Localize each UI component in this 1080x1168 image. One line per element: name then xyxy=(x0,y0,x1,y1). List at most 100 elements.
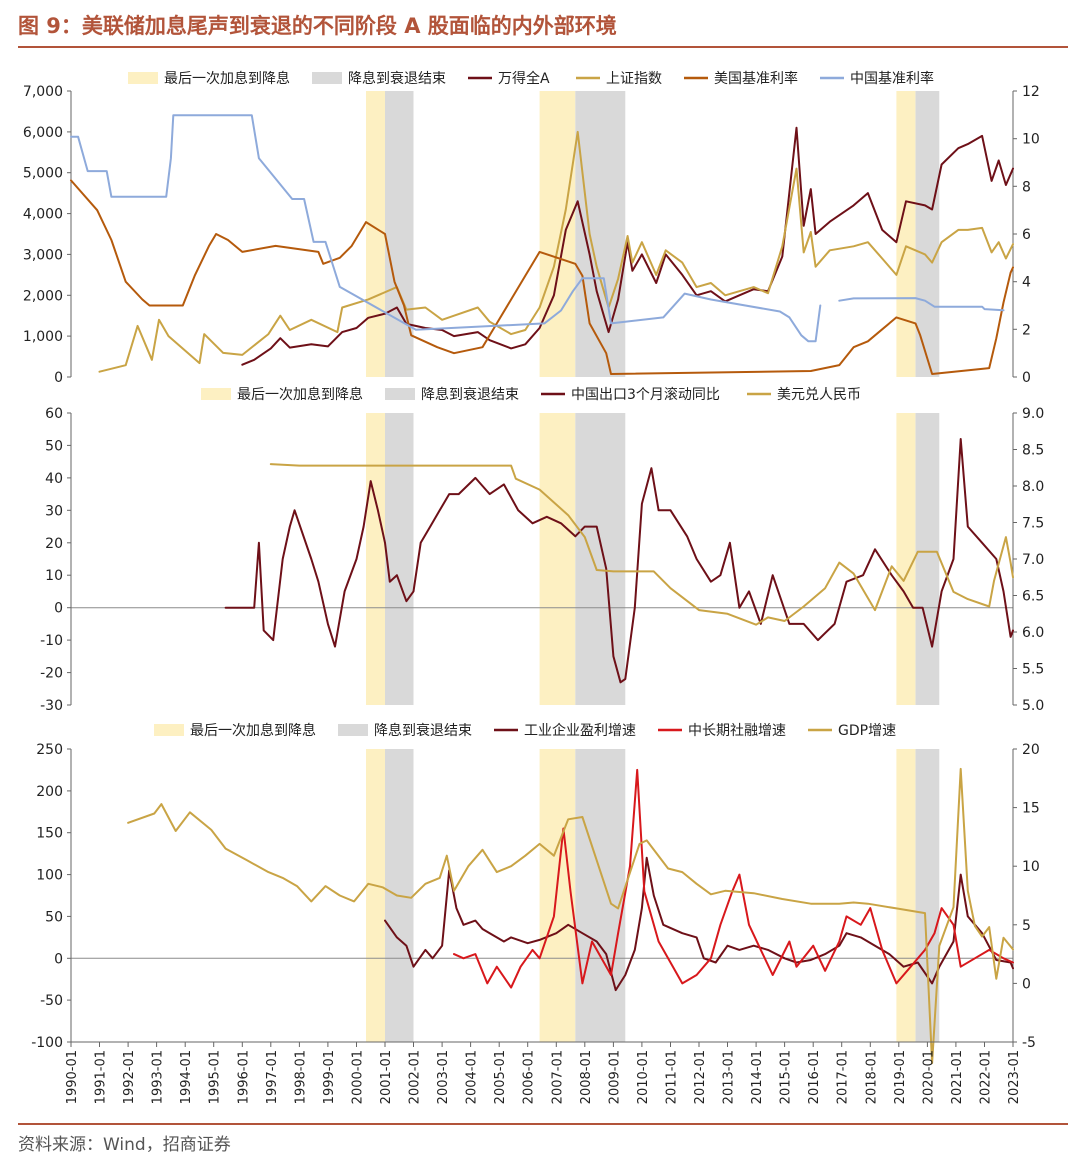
x-tick-label: 2016-01 xyxy=(807,1050,822,1104)
right-tick-label: 7.5 xyxy=(1022,516,1044,532)
left-tick-label: 50 xyxy=(45,438,63,454)
right-tick-label: 5.5 xyxy=(1022,662,1044,678)
x-tick-label: 2005-01 xyxy=(493,1050,508,1104)
left-tick-label: 30 xyxy=(45,503,63,519)
x-tick-label: 2000-01 xyxy=(351,1050,366,1104)
right-tick-label: 12 xyxy=(1022,84,1040,100)
x-tick-label: 1995-01 xyxy=(208,1050,223,1104)
left-tick-label: 1,000 xyxy=(23,329,63,345)
x-tick-label: 1997-01 xyxy=(265,1050,280,1104)
shaded-period-last_hike_to_cut-2 xyxy=(539,413,576,705)
x-tick-label: 2014-01 xyxy=(750,1050,765,1104)
title-divider xyxy=(18,46,1068,48)
x-tick-label: 2010-01 xyxy=(636,1050,651,1104)
right-tick-label: 5.0 xyxy=(1022,698,1044,714)
right-tick-label: 20 xyxy=(1022,742,1040,758)
panel-3: -100-50050100150200250-505101520最后一次加息到降… xyxy=(31,722,1040,1065)
right-tick-label: 2 xyxy=(1022,322,1031,338)
x-tick-label: 1991-01 xyxy=(94,1050,109,1104)
legend-label-2: 中国出口3个月滚动同比 xyxy=(571,386,720,403)
left-tick-label: 100 xyxy=(36,868,63,884)
left-tick-label: 7,000 xyxy=(23,84,63,100)
series-line-3-2-0 xyxy=(127,767,1014,1065)
legend-label-3: 中长期社融增速 xyxy=(688,723,786,739)
right-tick-label: -5 xyxy=(1022,1035,1036,1051)
legend-label-5: 中国基准利率 xyxy=(850,70,934,87)
figure-title: 图 9：美联储加息尾声到衰退的不同阶段 A 股面临的内外部环境 xyxy=(18,14,617,38)
x-tick-label: 2007-01 xyxy=(550,1050,565,1104)
shaded-period-cut_to_recession_end-5 xyxy=(915,413,940,705)
right-tick-label: 15 xyxy=(1022,801,1040,817)
legend-swatch-1 xyxy=(338,724,368,736)
legend-swatch-0 xyxy=(128,72,158,84)
x-axis: 1990-01 1991-01 1992-01 1993-01 1994-01 1995-… xyxy=(65,1041,1022,1104)
panel-2: -30 -20 -10 0 10 20 30 40 50 60 5.0 5.5 6.0 6.5 7.0 7.5… xyxy=(40,386,1044,714)
x-tick-label: 1998-01 xyxy=(293,1050,308,1104)
right-tick-label: 0 xyxy=(1022,976,1031,992)
shaded-period-last_hike_to_cut-2 xyxy=(539,91,576,377)
shaded-period-last_hike_to_cut-0 xyxy=(366,413,385,705)
shaded-period-last_hike_to_cut-0 xyxy=(366,749,385,1042)
right-tick-label: 4 xyxy=(1022,275,1031,291)
right-tick-label: 6 xyxy=(1022,227,1031,243)
x-tick-label: 2018-01 xyxy=(864,1050,879,1104)
right-tick-label: 8 xyxy=(1022,179,1031,195)
x-tick-label: 2015-01 xyxy=(779,1050,794,1104)
x-tick-label: 1992-01 xyxy=(122,1050,137,1104)
x-tick-label: 2020-01 xyxy=(921,1050,936,1104)
series-line-1-2-0 xyxy=(70,179,1014,375)
legend-swatch-0 xyxy=(154,724,184,736)
series-line-1-1-0 xyxy=(98,130,1014,373)
left-tick-label: 2,000 xyxy=(23,288,63,304)
shaded-period-cut_to_recession_end-3 xyxy=(575,413,626,705)
right-tick-label: 6.0 xyxy=(1022,625,1044,641)
shaded-period-last_hike_to_cut-4 xyxy=(896,749,916,1042)
series-line-2-0-0 xyxy=(224,438,1014,684)
left-tick-label: 10 xyxy=(45,568,63,584)
right-tick-label: 10 xyxy=(1022,132,1040,148)
x-tick-label: 2022-01 xyxy=(979,1050,994,1104)
left-tick-label: 5,000 xyxy=(23,166,63,182)
right-tick-label: 7.0 xyxy=(1022,552,1044,568)
left-tick-label: -50 xyxy=(40,993,63,1009)
right-tick-label: 8.0 xyxy=(1022,479,1044,495)
x-tick-label: 1999-01 xyxy=(322,1050,337,1104)
shaded-period-last_hike_to_cut-4 xyxy=(896,91,916,377)
left-tick-label: 0 xyxy=(54,951,63,967)
x-tick-label: 1990-01 xyxy=(65,1050,80,1104)
legend-label-0: 最后一次加息到降息 xyxy=(190,722,316,739)
series-line-1-3-0 xyxy=(70,114,822,343)
source-divider xyxy=(18,1123,1068,1125)
shaded-period-cut_to_recession_end-1 xyxy=(385,413,414,705)
legend-swatch-1 xyxy=(312,72,342,84)
x-tick-label: 2011-01 xyxy=(665,1050,680,1104)
chart-figure: 0 1,000 2,000 3,000 4,000 5,000 6,000 7,000 0 2 4 6… xyxy=(23,70,1044,1104)
x-tick-label: 1994-01 xyxy=(179,1050,194,1104)
legend-label-1: 降息到衰退结束 xyxy=(421,386,519,403)
legend-label-3: 美元兑人民币 xyxy=(777,387,861,403)
left-tick-label: 60 xyxy=(45,406,63,422)
x-tick-label: 2023-01 xyxy=(1007,1050,1022,1104)
shaded-period-last_hike_to_cut-0 xyxy=(366,91,385,377)
left-tick-label: 0 xyxy=(54,370,63,386)
left-tick-label: -30 xyxy=(40,698,63,714)
left-tick-label: 50 xyxy=(45,909,63,925)
legend-label-2: 工业企业盈利增速 xyxy=(524,722,636,739)
series-line-3-1-0 xyxy=(453,768,1014,989)
shaded-period-last_hike_to_cut-2 xyxy=(539,749,576,1042)
x-tick-label: 2006-01 xyxy=(522,1050,537,1104)
shaded-period-cut_to_recession_end-3 xyxy=(575,749,626,1042)
left-tick-label: 3,000 xyxy=(23,247,63,263)
panel-1: 0 1,000 2,000 3,000 4,000 5,000 6,000 7,000 0 2 4 6… xyxy=(23,70,1040,386)
series-line-1-0-0 xyxy=(241,126,1014,366)
right-tick-label: 6.5 xyxy=(1022,589,1044,605)
legend-label-1: 降息到衰退结束 xyxy=(348,70,446,87)
shaded-period-cut_to_recession_end-3 xyxy=(575,91,626,377)
legend-label-0: 最后一次加息到降息 xyxy=(164,70,290,87)
x-tick-label: 2009-01 xyxy=(607,1050,622,1104)
left-tick-label: 200 xyxy=(36,784,63,800)
right-tick-label: 5 xyxy=(1022,918,1031,934)
legend-label-2: 万得全A xyxy=(498,70,550,87)
shaded-period-last_hike_to_cut-4 xyxy=(896,413,916,705)
legend-label-4: GDP增速 xyxy=(838,723,896,739)
